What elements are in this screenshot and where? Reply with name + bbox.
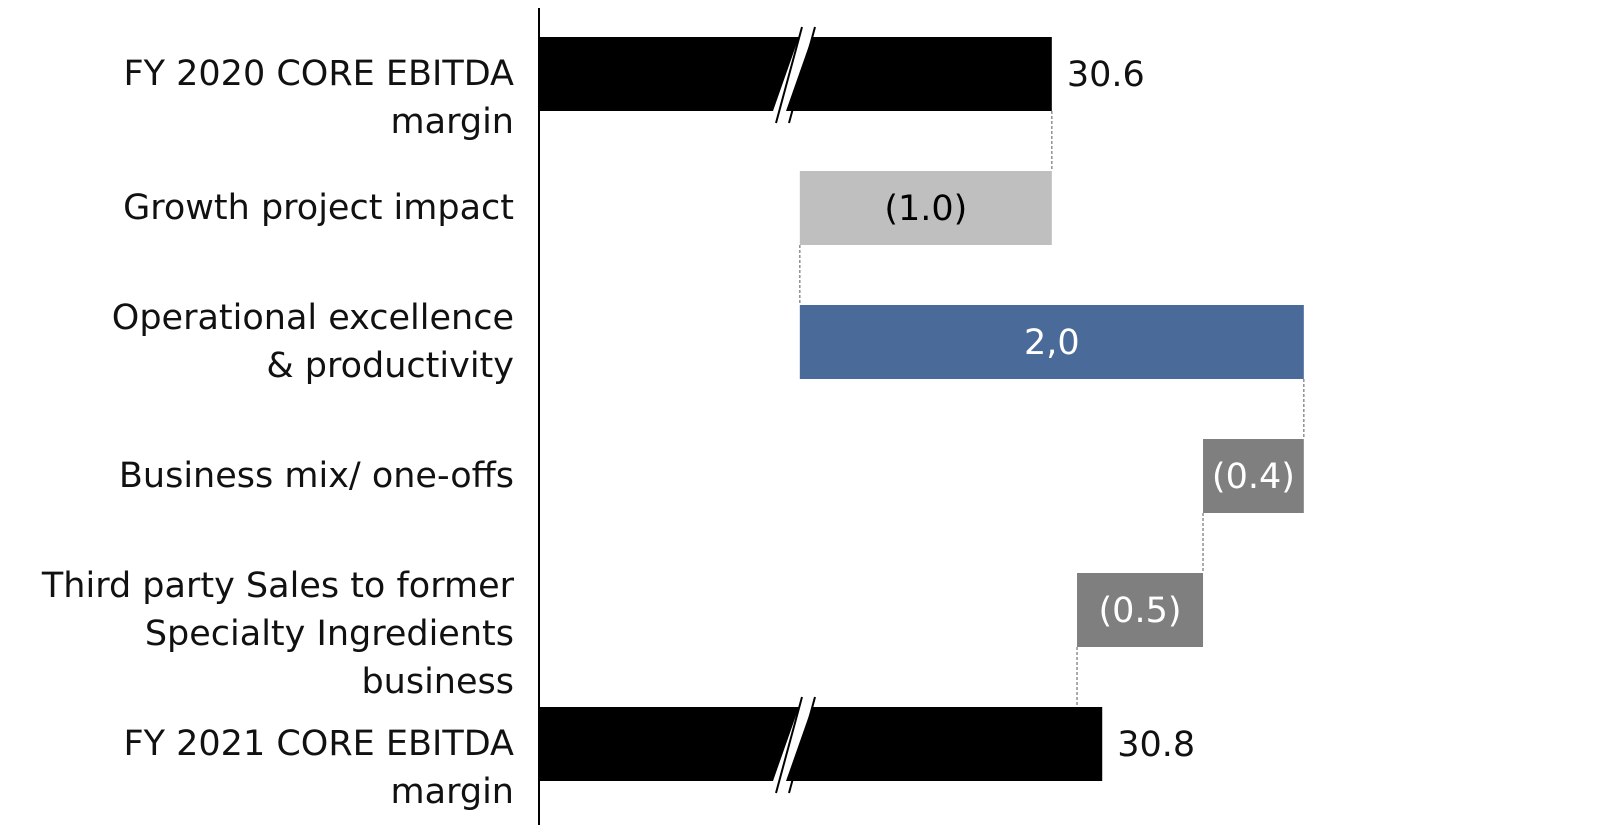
data-label: (0.5) [1099,591,1182,631]
data-label: 2,0 [1024,323,1080,363]
data-label: 30.6 [1067,55,1145,95]
bar [799,305,1304,379]
category-label: FY 2021 CORE EBITDA margin [123,724,515,812]
data-label: 30.8 [1117,725,1195,765]
category-label: Growth project impact [123,188,514,228]
bar [1077,573,1204,647]
bar [799,171,1052,245]
axis-break-icon [773,696,816,794]
category-label: Business mix/ one-offs [118,456,514,496]
category-label: Third party Sales to former Specialty In… [41,566,514,702]
category-label: Operational excellence & productivity [111,298,514,386]
data-label: (0.4) [1212,457,1295,497]
bar [1203,439,1304,513]
category-label: FY 2020 CORE EBITDA margin [123,54,515,142]
data-label: (1.0) [884,189,967,229]
axis-break-icon [773,26,816,124]
bar [539,707,1103,781]
